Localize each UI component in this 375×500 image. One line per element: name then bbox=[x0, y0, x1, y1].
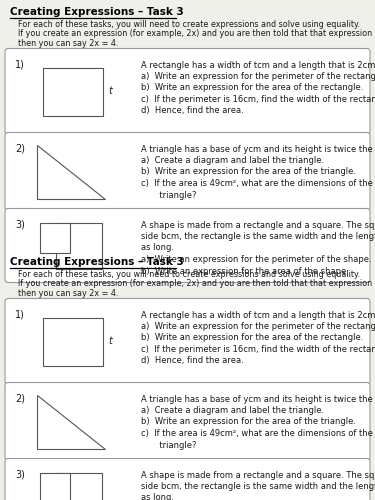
Text: then you can say 2x = 4.: then you can say 2x = 4. bbox=[18, 39, 118, 48]
Text: A shape is made from a rectangle and a square. The square has a: A shape is made from a rectangle and a s… bbox=[141, 220, 375, 230]
Text: 1): 1) bbox=[15, 60, 25, 70]
FancyBboxPatch shape bbox=[5, 298, 370, 384]
Text: side bcm, the rectangle is the same width and the length is twice: side bcm, the rectangle is the same widt… bbox=[141, 482, 375, 491]
FancyBboxPatch shape bbox=[5, 458, 370, 500]
Text: as long.: as long. bbox=[141, 494, 174, 500]
Text: a)  Create a diagram and label the triangle.: a) Create a diagram and label the triang… bbox=[141, 406, 324, 415]
Text: Creating Expressions – Task 3: Creating Expressions – Task 3 bbox=[10, 257, 184, 267]
Text: b)  Write an expression for the area of the triangle.: b) Write an expression for the area of t… bbox=[141, 418, 356, 426]
FancyBboxPatch shape bbox=[5, 382, 370, 460]
Text: A triangle has a base of ycm and its height is twice the size.: A triangle has a base of ycm and its hei… bbox=[141, 144, 375, 154]
Text: If you create an expression (for example, 2x) and you are then told that that ex: If you create an expression (for example… bbox=[18, 30, 375, 38]
Text: t: t bbox=[108, 86, 112, 97]
Text: c)  If the area is 49cm², what are the dimensions of the: c) If the area is 49cm², what are the di… bbox=[141, 179, 373, 188]
Text: A shape is made from a rectangle and a square. The square has a: A shape is made from a rectangle and a s… bbox=[141, 470, 375, 480]
Text: 3): 3) bbox=[15, 220, 25, 230]
Text: For each of these tasks, you will need to create expressions and solve using equ: For each of these tasks, you will need t… bbox=[18, 270, 360, 279]
Text: then you can say 2x = 4.: then you can say 2x = 4. bbox=[18, 289, 118, 298]
Text: triangle?: triangle? bbox=[141, 190, 196, 200]
Bar bbox=[40, 472, 70, 500]
Bar bbox=[43, 68, 103, 116]
Text: A rectangle has a width of tcm and a length that is 2cm longer.: A rectangle has a width of tcm and a len… bbox=[141, 310, 375, 320]
Text: side bcm, the rectangle is the same width and the length is twice: side bcm, the rectangle is the same widt… bbox=[141, 232, 375, 241]
Text: 2): 2) bbox=[15, 144, 25, 154]
Text: A triangle has a base of ycm and its height is twice the size.: A triangle has a base of ycm and its hei… bbox=[141, 394, 375, 404]
Text: d)  Hence, find the area.: d) Hence, find the area. bbox=[141, 106, 244, 116]
Bar bbox=[40, 222, 70, 252]
Text: b)  Write an expression for the area of the shape.: b) Write an expression for the area of t… bbox=[141, 266, 349, 276]
Polygon shape bbox=[37, 394, 105, 448]
Bar bbox=[56, 472, 102, 500]
Text: triangle?: triangle? bbox=[141, 440, 196, 450]
Text: 1): 1) bbox=[15, 310, 25, 320]
Text: a)  Create a diagram and label the triangle.: a) Create a diagram and label the triang… bbox=[141, 156, 324, 165]
Text: d)  Hence, find the area.: d) Hence, find the area. bbox=[141, 356, 244, 366]
Polygon shape bbox=[37, 144, 105, 199]
Text: c)  If the area is 49cm², what are the dimensions of the: c) If the area is 49cm², what are the di… bbox=[141, 429, 373, 438]
FancyBboxPatch shape bbox=[5, 48, 370, 134]
Text: as long.: as long. bbox=[141, 244, 174, 252]
Text: a)  Write an expression for the perimeter of the shape.: a) Write an expression for the perimeter… bbox=[141, 255, 372, 264]
Text: 3): 3) bbox=[15, 470, 25, 480]
Bar bbox=[56, 222, 102, 268]
Text: c)  If the perimeter is 16cm, find the width of the rectangle.: c) If the perimeter is 16cm, find the wi… bbox=[141, 345, 375, 354]
FancyBboxPatch shape bbox=[5, 208, 370, 282]
Text: Creating Expressions – Task 3: Creating Expressions – Task 3 bbox=[10, 7, 184, 17]
Bar bbox=[43, 318, 103, 366]
Text: If you create an expression (for example, 2x) and you are then told that that ex: If you create an expression (for example… bbox=[18, 280, 375, 288]
FancyBboxPatch shape bbox=[5, 132, 370, 210]
Text: c)  If the perimeter is 16cm, find the width of the rectangle.: c) If the perimeter is 16cm, find the wi… bbox=[141, 95, 375, 104]
Text: t: t bbox=[108, 336, 112, 346]
Text: b)  Write an expression for the area of the rectangle.: b) Write an expression for the area of t… bbox=[141, 84, 363, 92]
Text: A rectangle has a width of tcm and a length that is 2cm longer.: A rectangle has a width of tcm and a len… bbox=[141, 60, 375, 70]
Text: b)  Write an expression for the area of the triangle.: b) Write an expression for the area of t… bbox=[141, 168, 356, 176]
Text: 2): 2) bbox=[15, 394, 25, 404]
Text: b)  Write an expression for the area of the rectangle.: b) Write an expression for the area of t… bbox=[141, 334, 363, 342]
Text: a)  Write an expression for the perimeter of the rectangle.: a) Write an expression for the perimeter… bbox=[141, 322, 375, 331]
Text: a)  Write an expression for the perimeter of the rectangle.: a) Write an expression for the perimeter… bbox=[141, 72, 375, 81]
Text: For each of these tasks, you will need to create expressions and solve using equ: For each of these tasks, you will need t… bbox=[18, 20, 360, 29]
